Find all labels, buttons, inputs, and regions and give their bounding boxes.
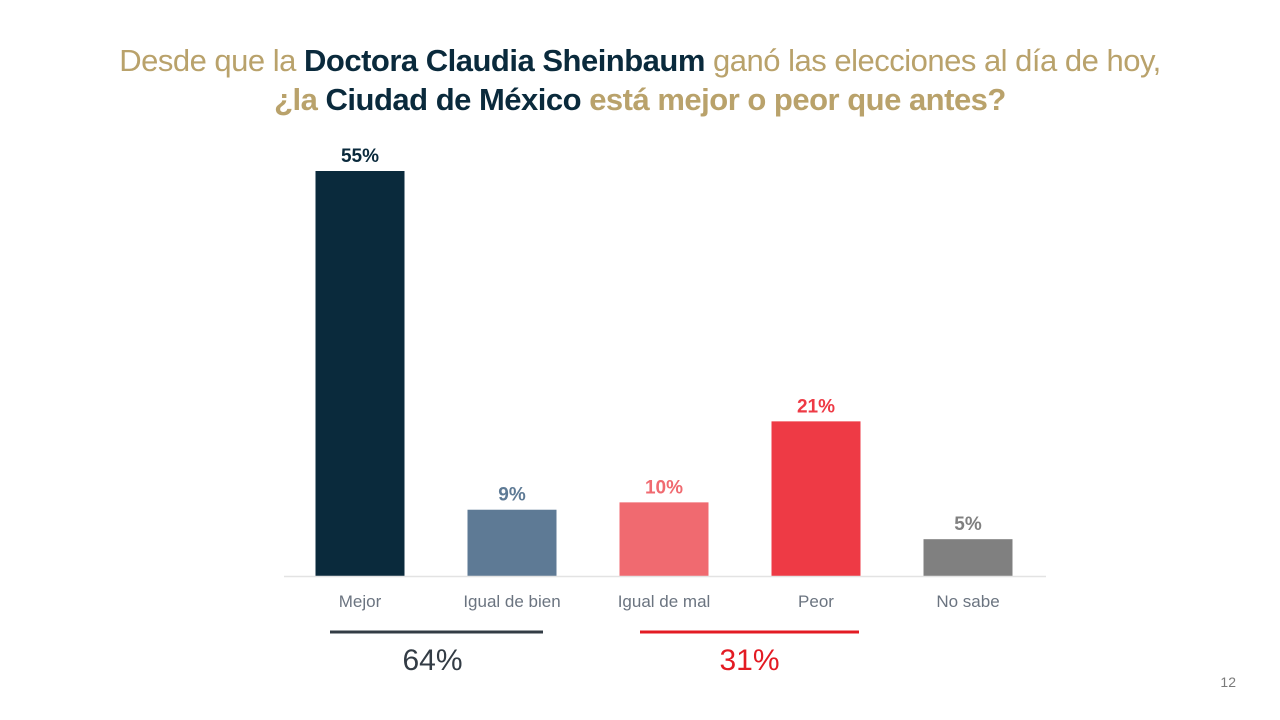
chart-title-line-1: Desde que la Doctora Claudia Sheinbaum g… <box>0 43 1280 79</box>
value-label-igual-de-mal: 10% <box>645 477 683 498</box>
chart-title-line-2: ¿la Ciudad de México está mejor o peor q… <box>0 82 1280 118</box>
bar-igual-de-bien <box>467 509 557 576</box>
value-label-mejor: 55% <box>341 146 379 167</box>
value-label-no-sabe: 5% <box>954 514 982 535</box>
question-suffix: está mejor o peor que antes? <box>581 82 1006 117</box>
bar-peor <box>771 421 861 576</box>
title-person-name: Doctora Claudia Sheinbaum <box>304 43 705 78</box>
category-label-no-sabe: No sabe <box>936 592 999 611</box>
group-total-2: 31% <box>719 644 779 677</box>
question-place: Ciudad de México <box>325 82 582 117</box>
value-label-igual-de-bien: 9% <box>498 485 526 506</box>
bar-no-sabe <box>923 539 1013 576</box>
category-label-peor: Peor <box>798 592 834 611</box>
title-prefix: Desde que la <box>119 43 305 78</box>
title-suffix: ganó las elecciones al día de hoy, <box>704 43 1161 78</box>
group-total-1: 64% <box>402 644 462 677</box>
question-prefix: ¿la <box>274 82 326 117</box>
page-number: 12 <box>1220 674 1236 690</box>
bar-igual-de-mal <box>619 502 709 576</box>
value-label-peor: 21% <box>797 396 835 417</box>
category-label-mejor: Mejor <box>339 592 382 611</box>
category-label-igual-de-mal: Igual de mal <box>618 592 711 611</box>
category-label-igual-de-bien: Igual de bien <box>463 592 560 611</box>
bar-mejor <box>315 171 405 576</box>
